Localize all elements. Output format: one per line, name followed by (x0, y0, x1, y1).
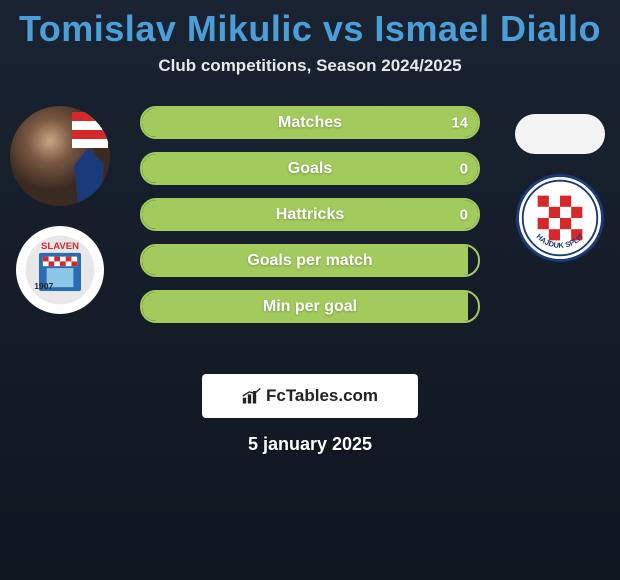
comparison-area: SLAVEN 1907 (0, 106, 620, 356)
stat-bar-label: Goals (288, 160, 332, 178)
player1-avatar (10, 106, 110, 206)
stat-bar-label: Hattricks (276, 206, 344, 224)
stat-bar-value: 0 (460, 160, 468, 177)
footer-brand-text: FcTables.com (266, 386, 378, 406)
player1-column: SLAVEN 1907 (0, 106, 120, 314)
stat-bar-matches: Matches 14 (140, 106, 480, 139)
player1-avatar-overlay (10, 106, 110, 206)
date-text: 5 january 2025 (0, 434, 620, 455)
bar-chart-icon (242, 387, 262, 405)
player2-column: HAJDUK SPLIT (500, 106, 620, 262)
stat-bar-goals: Goals 0 (140, 152, 480, 185)
player2-crest: HAJDUK SPLIT (516, 174, 604, 262)
subtitle: Club competitions, Season 2024/2025 (0, 56, 620, 76)
stat-bar-value: 14 (451, 114, 468, 131)
stat-bar-label: Min per goal (263, 298, 357, 316)
stat-bar-hattricks: Hattricks 0 (140, 198, 480, 231)
stat-bars: Matches 14 Goals 0 Hattricks 0 Goals per… (140, 106, 480, 323)
stat-bar-label: Matches (278, 114, 342, 132)
player1-crest: SLAVEN 1907 (16, 226, 104, 314)
page-title: Tomislav Mikulic vs Ismael Diallo (0, 0, 620, 50)
footer-brand-badge: FcTables.com (202, 374, 418, 418)
svg-text:1907: 1907 (34, 281, 53, 291)
stat-bar-min-per-goal: Min per goal (140, 290, 480, 323)
stat-bar-label: Goals per match (247, 252, 372, 270)
svg-text:SLAVEN: SLAVEN (41, 241, 79, 252)
player2-avatar (515, 114, 605, 154)
stat-bar-goals-per-match: Goals per match (140, 244, 480, 277)
stat-bar-value: 0 (460, 206, 468, 223)
